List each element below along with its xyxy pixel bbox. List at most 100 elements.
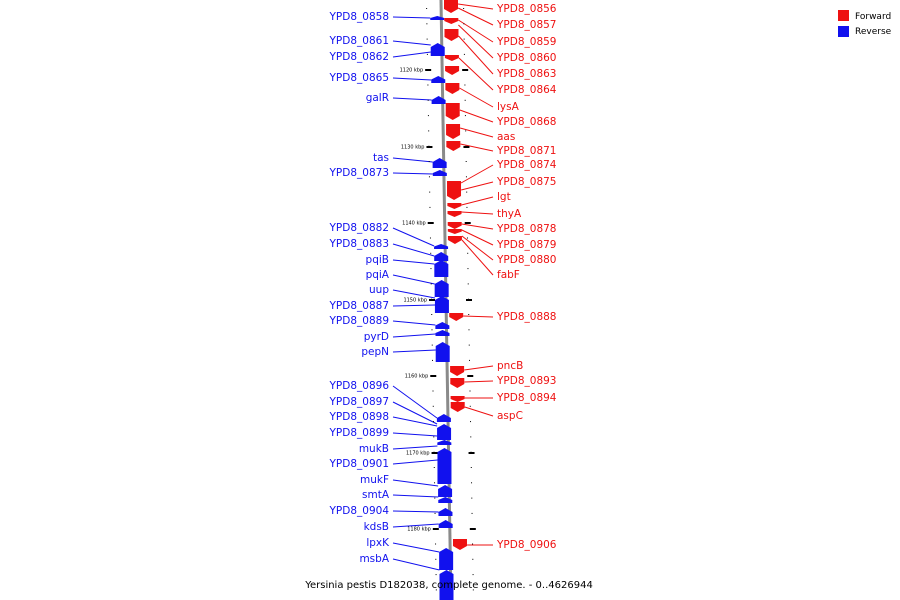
minor-tick: [468, 344, 470, 346]
minor-tick: [466, 206, 468, 208]
minor-tick: [469, 375, 471, 377]
label-leader-line: [458, 24, 494, 59]
label-leader-line: [392, 243, 435, 257]
legend-swatch-forward: [838, 10, 849, 21]
minor-tick: [428, 176, 430, 178]
label-leader-line: [460, 164, 494, 184]
label-leader-line: [463, 315, 494, 318]
label-leader-line: [392, 227, 435, 247]
legend-swatch-reverse: [838, 26, 849, 37]
gene-label-forward: YPD8_0859: [496, 36, 556, 48]
minor-tick: [426, 8, 428, 9]
minor-tick: [427, 84, 429, 86]
gene-label-reverse: YPD8_0883: [329, 238, 389, 250]
forward-gene-arrow: [447, 229, 462, 234]
minor-tick: [466, 191, 468, 193]
gene-label-forward: YPD8_0871: [496, 145, 556, 157]
reverse-gene-arrow: [439, 570, 454, 600]
gene-label-forward: YPD8_0857: [496, 19, 556, 31]
gene-label-forward: thyA: [497, 208, 522, 220]
minor-tick: [471, 497, 473, 499]
gene-label-forward: lysA: [497, 101, 520, 113]
label-leader-line: [392, 401, 438, 425]
forward-gene-arrow: [444, 55, 459, 61]
label-leader-line: [461, 239, 494, 276]
minor-tick: [434, 528, 436, 530]
minor-tick: [463, 38, 465, 40]
gene-label-forward: pncB: [497, 360, 523, 372]
forward-gene-arrow: [444, 18, 459, 24]
gene-features: [430, 0, 467, 600]
gene-label-forward: YPD8_0856: [496, 3, 557, 15]
label-leader-line: [392, 432, 438, 437]
reverse-gene-arrow: [434, 252, 449, 261]
minor-tick: [463, 8, 465, 9]
reverse-gene-arrow: [435, 322, 450, 329]
label-leader-line: [392, 51, 431, 58]
reverse-gene-arrow: [439, 548, 454, 570]
minor-tick: [434, 482, 436, 484]
minor-tick: [464, 115, 466, 117]
gene-label-reverse: uup: [369, 284, 389, 296]
reverse-gene-arrow: [432, 170, 447, 176]
minor-tick: [430, 268, 432, 270]
reverse-gene-arrow: [438, 485, 453, 497]
tick-label: 1130 kbp: [401, 145, 425, 151]
reverse-gene-arrow: [434, 260, 449, 277]
gene-label-reverse: pqiB: [366, 254, 389, 266]
minor-tick: [426, 38, 428, 40]
gene-label-reverse: YPD8_0899: [329, 427, 389, 439]
gene-label-forward: aas: [497, 131, 515, 143]
minor-tick: [463, 23, 465, 25]
label-leader-line: [457, 7, 494, 26]
label-leader-line: [460, 127, 494, 138]
forward-gene-arrow: [452, 539, 467, 550]
minor-tick: [430, 283, 432, 285]
reverse-gene-arrow: [438, 520, 453, 528]
label-leader-line: [392, 385, 438, 419]
gene-label-reverse: YPD8_0897: [329, 396, 389, 408]
minor-tick: [433, 421, 435, 423]
label-leader-line: [392, 172, 433, 175]
label-leader-line: [392, 77, 432, 81]
gene-label-forward: YPD8_0878: [496, 223, 556, 235]
minor-tick: [434, 512, 436, 514]
minor-tick: [472, 543, 474, 545]
label-leader-line: [392, 16, 431, 19]
reverse-gene-arrow: [431, 96, 446, 104]
gene-label-forward: aspC: [497, 410, 523, 422]
minor-tick: [465, 176, 467, 178]
legend-label-forward: Forward: [855, 12, 891, 22]
minor-tick: [463, 53, 465, 55]
minor-tick: [430, 298, 432, 300]
gene-label-forward: YPD8_0868: [496, 116, 556, 128]
label-leader-line: [392, 40, 431, 46]
gene-label-forward: YPD8_0880: [496, 254, 556, 266]
tick-label: 1170 kbp: [406, 451, 430, 457]
reverse-gene-arrow: [431, 76, 446, 83]
reverse-gene-arrow: [434, 296, 449, 313]
minor-tick: [434, 497, 436, 499]
label-leader-line: [461, 181, 494, 191]
gene-label-forward: YPD8_0874: [496, 159, 557, 171]
gene-label-reverse: YPD8_0904: [329, 505, 390, 517]
minor-tick: [470, 421, 472, 423]
label-leader-line: [392, 558, 440, 571]
forward-gene-arrow: [445, 83, 460, 94]
gene-label-reverse: YPD8_0873: [329, 167, 389, 179]
gene-label-forward: YPD8_0893: [496, 375, 556, 387]
kbp-ticks: 1120 kbp 1130 kbp 1140 kbp 1150 kbp 1160 kbp…: [400, 8, 476, 591]
minor-tick: [465, 145, 467, 147]
label-leader-line: [392, 289, 436, 299]
label-leader-line: [464, 365, 494, 371]
gene-label-reverse: msbA: [359, 553, 389, 565]
minor-tick: [470, 467, 472, 468]
gene-label-reverse: YPD8_0861: [329, 35, 389, 47]
minor-tick: [470, 436, 472, 438]
minor-tick: [431, 314, 433, 315]
label-leader-line: [392, 97, 432, 101]
minor-tick: [433, 467, 435, 468]
forward-gene-arrow: [450, 366, 465, 376]
minor-tick: [433, 451, 435, 453]
tick-label: 1160 kbp: [405, 374, 429, 380]
